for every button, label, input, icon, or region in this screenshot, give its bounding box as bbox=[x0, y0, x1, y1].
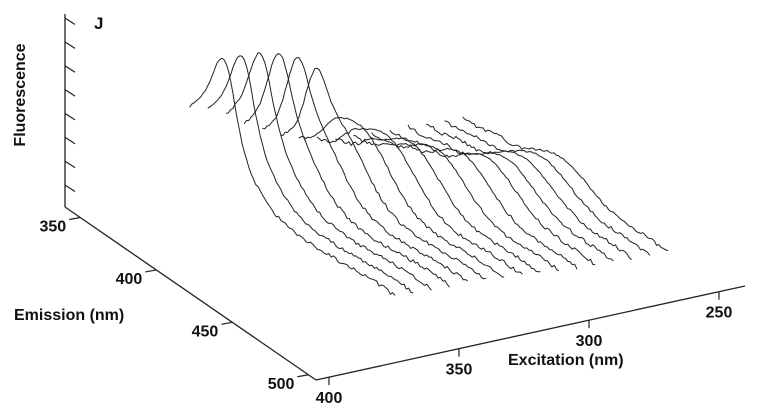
emission-tick-label: 350 bbox=[40, 218, 67, 235]
panel-label: J bbox=[94, 14, 103, 33]
emission-spectrum-trace bbox=[225, 52, 432, 291]
emission-spectrum-trace bbox=[243, 53, 450, 288]
fluorescence-tick bbox=[64, 89, 76, 97]
emission-spectrum-trace bbox=[280, 67, 487, 280]
fluorescence-tick bbox=[64, 184, 76, 193]
emission-spectrum-trace bbox=[407, 124, 614, 262]
emission-tick-label: 450 bbox=[192, 323, 219, 340]
spectra-traces bbox=[189, 52, 669, 296]
emission-tick bbox=[297, 374, 309, 378]
excitation-axis-title: Excitation (nm) bbox=[508, 352, 624, 369]
fluorescence-axis-title: Fluorescence bbox=[12, 43, 29, 146]
fluorescence-tick bbox=[64, 160, 76, 169]
fluorescence-tick bbox=[64, 136, 76, 145]
excitation-tick-label: 300 bbox=[576, 333, 603, 350]
excitation-tick-label: 350 bbox=[446, 362, 473, 379]
fluorescence-tick bbox=[64, 112, 76, 121]
fluorescence-tick bbox=[64, 41, 76, 49]
excitation-axis-line bbox=[315, 285, 746, 381]
emission-spectrum-trace bbox=[262, 57, 469, 282]
emission-spectrum-trace bbox=[316, 127, 523, 275]
emission-tick bbox=[69, 216, 81, 221]
emission-spectrum-trace bbox=[425, 123, 632, 261]
fluorescence-tick bbox=[64, 65, 76, 73]
emission-spectrum-trace bbox=[335, 137, 541, 273]
emission-spectrum-trace bbox=[189, 57, 396, 296]
fluorescence-ticks bbox=[64, 17, 76, 193]
excitation-tick-label: 250 bbox=[706, 305, 733, 322]
emission-tick-label: 500 bbox=[268, 376, 295, 393]
emission-tick-label: 400 bbox=[116, 271, 143, 288]
emission-spectrum-trace bbox=[207, 55, 414, 294]
excitation-ticks: 250 300 350 400 bbox=[316, 291, 733, 407]
emission-spectrum-trace bbox=[444, 120, 651, 256]
emission-axis-line bbox=[64, 206, 317, 381]
emission-spectrum-trace bbox=[462, 116, 669, 252]
emission-tick bbox=[221, 321, 233, 325]
emission-spectrum-trace bbox=[298, 117, 505, 278]
emission-tick bbox=[145, 269, 157, 273]
emission-spectrum-trace bbox=[353, 135, 560, 272]
fluorescence-tick bbox=[64, 17, 76, 26]
emission-axis-title: Emission (nm) bbox=[14, 307, 124, 324]
emission-spectrum-trace bbox=[371, 132, 578, 270]
emission-ticks: 350 400 450 500 bbox=[40, 216, 309, 393]
excitation-tick-label: 400 bbox=[316, 390, 343, 407]
